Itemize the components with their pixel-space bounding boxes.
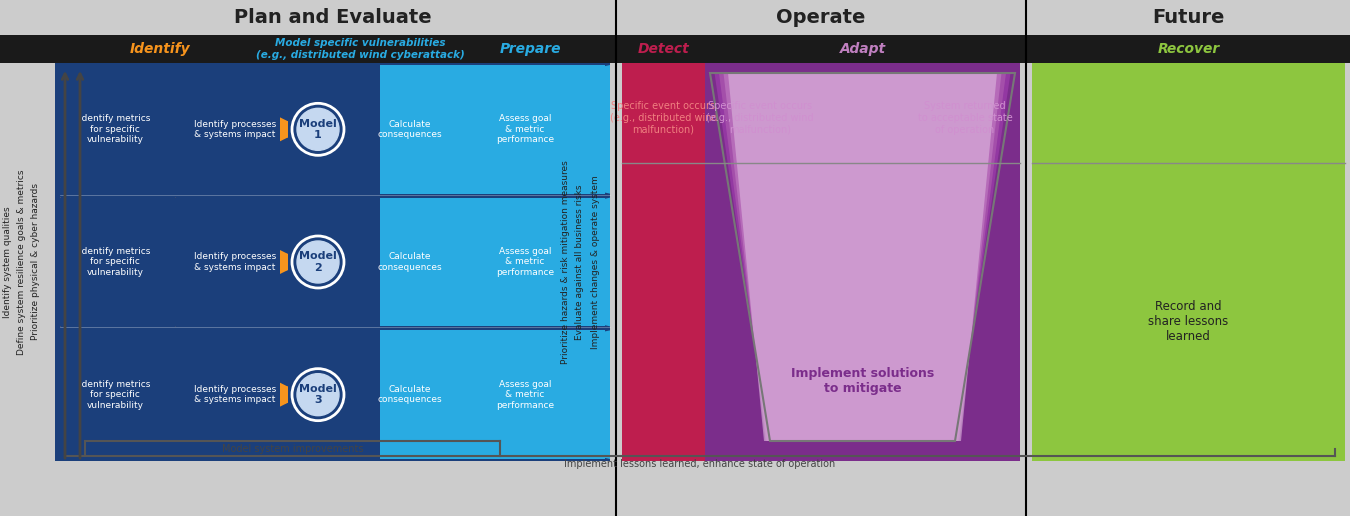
- Polygon shape: [176, 198, 279, 326]
- Text: Implement lessons learned, enhance state of operation: Implement lessons learned, enhance state…: [564, 459, 836, 469]
- Polygon shape: [59, 330, 176, 459]
- Bar: [55, 63, 240, 461]
- Text: Specific event occurs
(e.g., distributed wind
malfunction): Specific event occurs (e.g., distributed…: [610, 102, 717, 135]
- Text: Identify processes
& systems impact: Identify processes & systems impact: [194, 385, 277, 405]
- Circle shape: [292, 103, 344, 155]
- Polygon shape: [59, 65, 288, 194]
- Bar: [1031, 63, 1345, 461]
- Polygon shape: [348, 330, 379, 459]
- Text: Operate: Operate: [776, 8, 865, 27]
- Polygon shape: [348, 330, 610, 459]
- Polygon shape: [728, 73, 998, 441]
- Text: System returned
to acceptable state
of operation: System returned to acceptable state of o…: [918, 102, 1012, 135]
- Bar: [55, 63, 610, 461]
- Circle shape: [292, 236, 344, 288]
- Polygon shape: [59, 198, 288, 326]
- Bar: [0, 0, 1350, 35]
- Polygon shape: [348, 198, 610, 326]
- Polygon shape: [59, 198, 176, 326]
- Text: Model specific vulnerabilities
(e.g., distributed wind cyberattack): Model specific vulnerabilities (e.g., di…: [255, 38, 464, 60]
- Text: Identify system qualities: Identify system qualities: [4, 206, 12, 318]
- Text: Calculate
consequences: Calculate consequences: [378, 385, 443, 405]
- Polygon shape: [720, 73, 1006, 441]
- Text: Implement solutions
to mitigate: Implement solutions to mitigate: [791, 367, 934, 395]
- Polygon shape: [379, 65, 605, 194]
- Text: Calculate
consequences: Calculate consequences: [378, 252, 443, 272]
- Text: Prioritize hazards & risk mitigation measures: Prioritize hazards & risk mitigation mea…: [560, 160, 570, 364]
- Bar: [622, 63, 705, 461]
- Polygon shape: [724, 73, 1002, 441]
- Polygon shape: [176, 65, 279, 194]
- Text: Identify processes
& systems impact: Identify processes & systems impact: [194, 120, 277, 139]
- Text: Identify metrics
for specific
vulnerability: Identify metrics for specific vulnerabil…: [80, 380, 151, 410]
- Circle shape: [297, 241, 339, 283]
- Text: Model
3: Model 3: [300, 384, 338, 406]
- Polygon shape: [59, 330, 288, 459]
- Text: Identify metrics
for specific
vulnerability: Identify metrics for specific vulnerabil…: [80, 115, 151, 144]
- Text: Prioritize physical & cyber hazards: Prioritize physical & cyber hazards: [31, 184, 40, 341]
- Text: Record and
share lessons
learned: Record and share lessons learned: [1149, 300, 1228, 343]
- Polygon shape: [379, 330, 605, 459]
- Text: Model
1: Model 1: [300, 119, 338, 140]
- Polygon shape: [176, 65, 288, 194]
- Polygon shape: [348, 65, 610, 194]
- Text: Identify processes
& systems impact: Identify processes & systems impact: [194, 252, 277, 272]
- Polygon shape: [176, 198, 288, 326]
- Circle shape: [297, 374, 339, 416]
- Polygon shape: [59, 65, 176, 194]
- Text: Future: Future: [1153, 8, 1224, 27]
- Polygon shape: [348, 65, 379, 194]
- Text: Model
2: Model 2: [300, 251, 338, 273]
- Polygon shape: [348, 198, 379, 326]
- Circle shape: [297, 108, 339, 150]
- Text: Assess goal
& metric
performance: Assess goal & metric performance: [495, 380, 554, 410]
- Text: Specific event occurs
(e.g., distributed wind
malfunction): Specific event occurs (e.g., distributed…: [706, 102, 814, 135]
- Text: Prepare: Prepare: [500, 42, 560, 56]
- Text: Identify: Identify: [130, 42, 190, 56]
- Circle shape: [292, 368, 344, 421]
- Bar: [705, 63, 1021, 461]
- Polygon shape: [714, 73, 1011, 441]
- Text: Adapt: Adapt: [840, 42, 886, 56]
- Text: Evaluate against all business risks: Evaluate against all business risks: [575, 184, 585, 340]
- Polygon shape: [176, 330, 288, 459]
- Text: Assess goal
& metric
performance: Assess goal & metric performance: [495, 247, 554, 277]
- Text: Implement changes & operate system: Implement changes & operate system: [590, 175, 599, 349]
- Text: Detect: Detect: [637, 42, 690, 56]
- Text: Define system resilience goals & metrics: Define system resilience goals & metrics: [18, 169, 27, 355]
- Bar: [0, 35, 1350, 63]
- Polygon shape: [710, 73, 1015, 441]
- Text: Model system improvements: Model system improvements: [221, 444, 363, 454]
- Text: Recover: Recover: [1157, 42, 1219, 56]
- Polygon shape: [176, 330, 279, 459]
- Text: Plan and Evaluate: Plan and Evaluate: [234, 8, 431, 27]
- Text: Calculate
consequences: Calculate consequences: [378, 120, 443, 139]
- Text: Identify metrics
for specific
vulnerability: Identify metrics for specific vulnerabil…: [80, 247, 151, 277]
- Polygon shape: [379, 198, 605, 326]
- Text: Assess goal
& metric
performance: Assess goal & metric performance: [495, 115, 554, 144]
